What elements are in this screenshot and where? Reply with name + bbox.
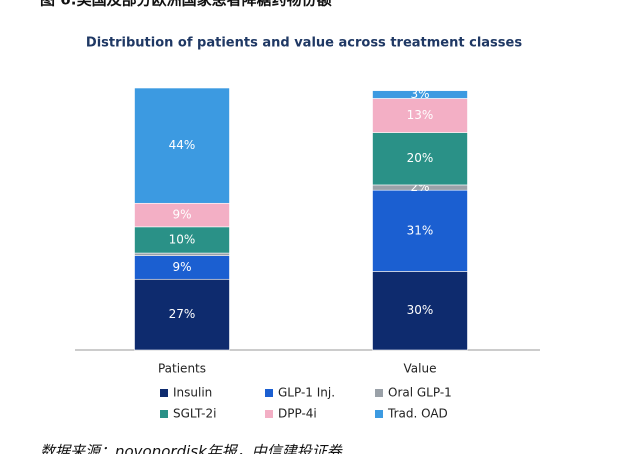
data-label: 27% (169, 307, 196, 321)
legend-swatch (160, 410, 168, 418)
data-label: 31% (407, 223, 434, 237)
x-tick-label: Value (404, 362, 437, 376)
x-tick-label: Patients (158, 362, 206, 376)
source-note: 数据来源：novonordisk年报，中信建投证券 (40, 443, 343, 454)
legend-swatch (265, 389, 273, 397)
data-label: 20% (407, 151, 434, 165)
bar-segment (134, 278, 230, 351)
data-label: 10% (169, 232, 196, 246)
bar-segment (372, 98, 468, 133)
bar-segment (372, 90, 468, 99)
legend-label: Trad. OAD (387, 407, 448, 421)
bar-segment (372, 189, 468, 272)
legend-swatch (375, 389, 383, 397)
chart-title: Distribution of patients and value acros… (86, 36, 522, 51)
data-label: 3% (410, 87, 429, 101)
bar-segment (134, 226, 230, 254)
legend-label: GLP-1 Inj. (278, 386, 335, 400)
legend-swatch (160, 389, 168, 397)
data-label: 30% (407, 303, 434, 317)
data-label: 9% (172, 208, 191, 222)
legend-label: Insulin (173, 386, 212, 400)
bar-segment (134, 252, 230, 256)
bar-segment (134, 87, 230, 204)
data-label: 9% (172, 260, 191, 274)
legend-label: Oral GLP-1 (388, 386, 452, 400)
bar-segment (372, 271, 468, 351)
bar-segment (372, 132, 468, 186)
legend-label: SGLT-2i (173, 407, 216, 421)
legend-swatch (375, 410, 383, 418)
legend-swatch (265, 410, 273, 418)
figure-header: 图 6:美国及部分欧洲国家患者降糖药物份额 (40, 0, 332, 9)
data-label: 44% (169, 138, 196, 152)
data-label: 13% (407, 108, 434, 122)
legend-label: DPP-4i (278, 407, 317, 421)
